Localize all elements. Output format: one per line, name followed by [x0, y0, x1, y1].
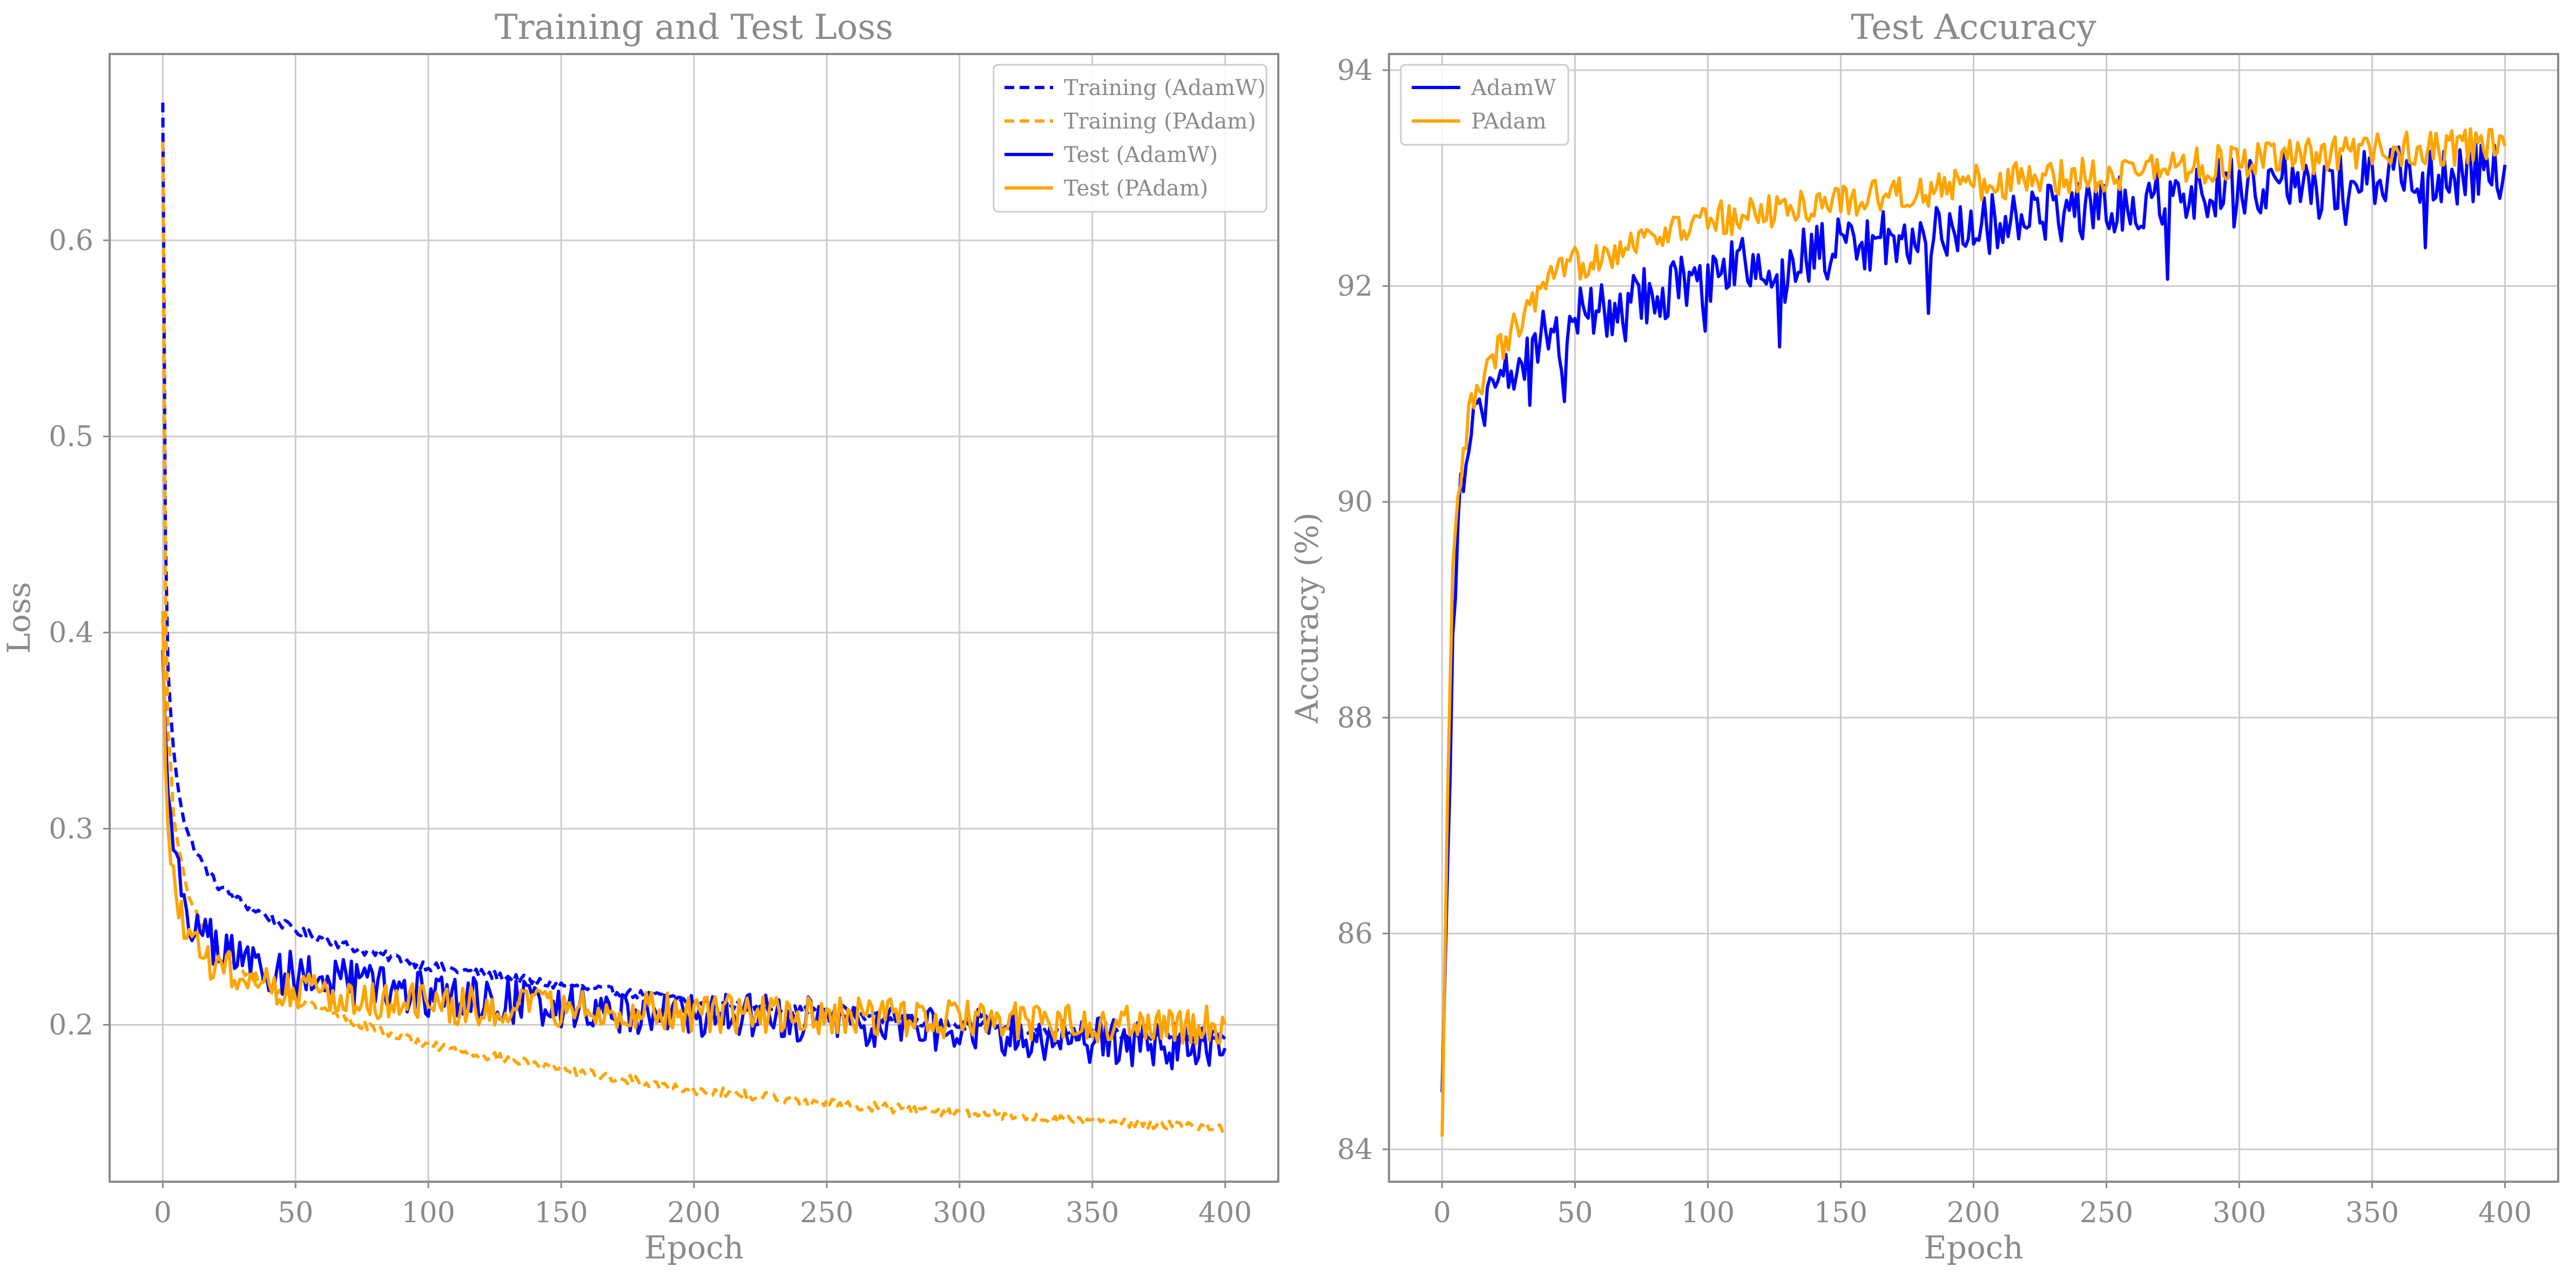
legend: Training (AdamW) Training (PAdam) Test (Ad…	[993, 64, 1267, 213]
series-group	[161, 102, 1227, 1133]
legend-entry: Test (PAdam)	[1064, 176, 1208, 201]
legend: AdamW PAdam	[1400, 64, 1569, 146]
y-tick-label: 84	[1337, 1134, 1373, 1166]
chart-title: Test Accuracy	[1851, 8, 2096, 48]
x-tick-label: 350	[2345, 1197, 2399, 1229]
series-line-training-padam	[161, 142, 1227, 1133]
legend-entry: PAdam	[1471, 109, 1547, 134]
y-tick-label: 86	[1337, 918, 1373, 950]
x-tick-label: 300	[2213, 1197, 2266, 1229]
chart-title: Training and Test Loss	[495, 8, 893, 48]
x-tick-label: 150	[534, 1197, 588, 1229]
y-tick-label: 0.4	[49, 617, 93, 649]
x-tick-label: 100	[1681, 1197, 1735, 1229]
y-tick-label: 88	[1337, 702, 1373, 735]
x-tick-label: 50	[278, 1197, 313, 1229]
x-tick-label: 50	[1557, 1197, 1593, 1229]
x-tick-label: 200	[667, 1197, 720, 1229]
y-axis-label: Accuracy (%)	[1289, 513, 1325, 724]
x-tick-label: 250	[2080, 1197, 2133, 1229]
y-tick-label: 0.2	[49, 1009, 93, 1041]
y-tick-label: 92	[1337, 271, 1373, 303]
x-tick-label: 250	[800, 1197, 853, 1229]
y-tick-label: 90	[1337, 486, 1373, 518]
series-line-padam	[1440, 127, 2507, 1137]
y-axis-label: Loss	[1, 582, 37, 654]
y-tick-label: 0.3	[49, 813, 93, 845]
legend-entry: AdamW	[1471, 76, 1556, 100]
loss-chart: 0 50 100 150 200 250 300 350 400 0.2 0.3 0.4 0.5 0.6 T…	[1, 8, 1279, 1266]
legend-entry: Test (AdamW)	[1064, 143, 1218, 167]
series-line-test-padam	[161, 611, 1227, 1046]
y-tick-label: 94	[1337, 55, 1373, 87]
legend-entry: Training (PAdam)	[1064, 109, 1256, 134]
x-tick-label: 300	[933, 1197, 986, 1229]
x-axis-label: Epoch	[1924, 1229, 2023, 1266]
x-tick-label: 400	[1198, 1197, 1252, 1229]
legend-entry: Training (AdamW)	[1064, 76, 1266, 100]
y-tick-label: 0.6	[49, 225, 93, 257]
y-tick-label: 0.5	[49, 421, 93, 453]
x-tick-label: 200	[1947, 1197, 2000, 1229]
x-tick-label: 100	[402, 1197, 455, 1229]
x-tick-label: 0	[154, 1197, 172, 1229]
series-group	[1440, 127, 2507, 1137]
accuracy-chart: 0 50 100 150 200 250 300 350 400 84 86 88 90 92 94 Test…	[1289, 8, 2559, 1266]
x-tick-label: 150	[1814, 1197, 1867, 1229]
x-tick-label: 0	[1433, 1197, 1451, 1229]
x-axis-label: Epoch	[644, 1229, 744, 1266]
x-tick-label: 400	[2478, 1197, 2532, 1229]
x-tick-label: 350	[1066, 1197, 1119, 1229]
